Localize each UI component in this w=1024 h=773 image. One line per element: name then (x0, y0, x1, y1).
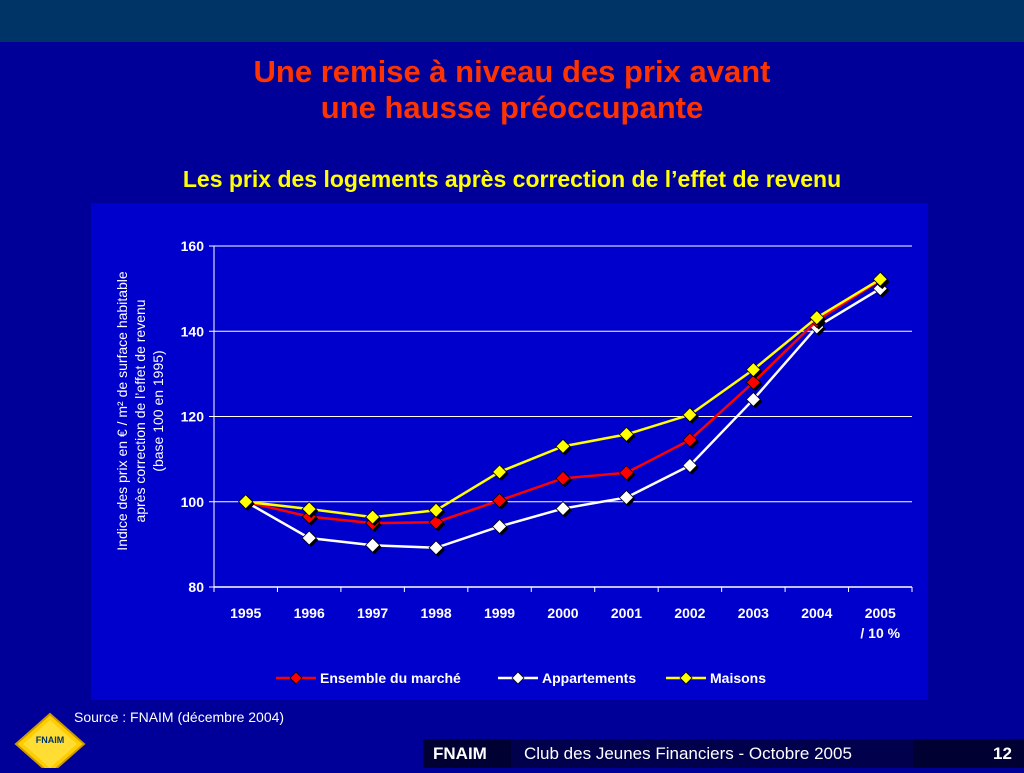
y-tick-label: 100 (181, 494, 205, 510)
title-line-1: Une remise à niveau des prix avant (253, 54, 771, 89)
footer-bar: FNAIM Club des Jeunes Financiers - Octob… (0, 739, 1024, 768)
gridlines (209, 245, 913, 592)
legend-label: Maisons (710, 670, 766, 686)
legend-swatch-marker (289, 671, 303, 685)
legend-item: Maisons (666, 670, 766, 686)
series-0 (238, 272, 890, 533)
x-tick-label: 2003 (738, 605, 769, 621)
source-note: Source : FNAIM (décembre 2004) (74, 709, 285, 725)
title-line-2: une hausse préoccupante (320, 90, 704, 125)
series-1 (238, 281, 890, 557)
x-tick-label: 1995 (230, 605, 261, 621)
x-tick-label: 1998 (421, 605, 452, 621)
legend-item: Appartements (498, 670, 636, 686)
data-point (745, 362, 761, 378)
chart-subtitle: Les prix des logements après correction … (182, 166, 842, 192)
slide-title: Une remise à niveau des prix avant une h… (0, 54, 1024, 126)
data-point (555, 470, 571, 486)
legend-item: Ensemble du marché (276, 670, 461, 686)
data-point (809, 310, 825, 326)
data-point (428, 540, 444, 556)
legend-label: Ensemble du marché (320, 670, 461, 686)
x-tick-label: 2005 (865, 605, 896, 621)
series-2 (238, 271, 890, 527)
data-point (682, 407, 698, 423)
data-point (301, 501, 317, 517)
top-bar (0, 0, 1024, 42)
data-point (428, 514, 444, 530)
data-point (238, 494, 254, 510)
data-point (618, 489, 635, 506)
data-point (555, 501, 571, 517)
x-tick-label: 1997 (357, 605, 388, 621)
footer-event: Club des Jeunes Financiers - Octobre 200… (524, 744, 852, 763)
data-point (618, 426, 635, 442)
y-axis-label-line: (base 100 en 1995) (150, 350, 166, 471)
data-point (365, 509, 381, 525)
series-lines (238, 271, 890, 557)
data-point (428, 502, 444, 518)
x-tick-label: 1996 (294, 605, 325, 621)
data-point (491, 492, 508, 509)
legend-label: Appartements (542, 670, 636, 686)
data-point (491, 518, 508, 535)
data-point (682, 432, 698, 448)
x-tick-label: 2001 (611, 605, 642, 621)
x-tick-labels: 1995 1996 1997 1998 1999 2000 2001 2002 2003 2004… (230, 605, 901, 641)
y-tick-label: 160 (181, 238, 205, 254)
x-tick-label: 2000 (547, 605, 578, 621)
footer-brand: FNAIM (433, 744, 487, 763)
logo-text: FNAIM (36, 735, 65, 745)
data-point (491, 464, 508, 480)
x-tick-label: 1999 (484, 605, 515, 621)
data-point (682, 457, 698, 474)
chart-panel: Indice des prix en € / m² de surface hab… (91, 203, 928, 700)
data-point (745, 374, 761, 390)
data-point (872, 271, 888, 287)
y-axis-label-line: Indice des prix en € / m² de surface hab… (114, 271, 130, 551)
y-tick-labels: 80 100 120 140 160 (181, 238, 205, 595)
chart-legend: Ensemble du marché Appartements Maisons (276, 670, 766, 686)
legend-swatch-marker (679, 671, 693, 685)
line-chart: Indice des prix en € / m² de surface hab… (114, 238, 913, 686)
y-axis-label-line: après correction de l’effet de revenu (132, 299, 148, 522)
series-line (245, 279, 881, 525)
y-axis-label: Indice des prix en € / m² de surface hab… (114, 271, 166, 551)
data-point (365, 537, 381, 553)
page-number: 12 (993, 744, 1012, 763)
data-point (618, 465, 635, 481)
x-tick-label: 2002 (674, 605, 705, 621)
x-tick-sublabel: / 10 % (860, 625, 900, 641)
legend-swatch-marker (511, 671, 525, 685)
y-tick-label: 140 (181, 323, 205, 339)
x-tick-label: 2004 (801, 605, 832, 621)
data-point (745, 391, 761, 408)
y-tick-label: 120 (181, 409, 205, 425)
fnaim-logo: FNAIM (12, 712, 88, 773)
y-tick-label: 80 (188, 579, 204, 595)
data-point (301, 530, 317, 546)
data-point (555, 438, 571, 454)
